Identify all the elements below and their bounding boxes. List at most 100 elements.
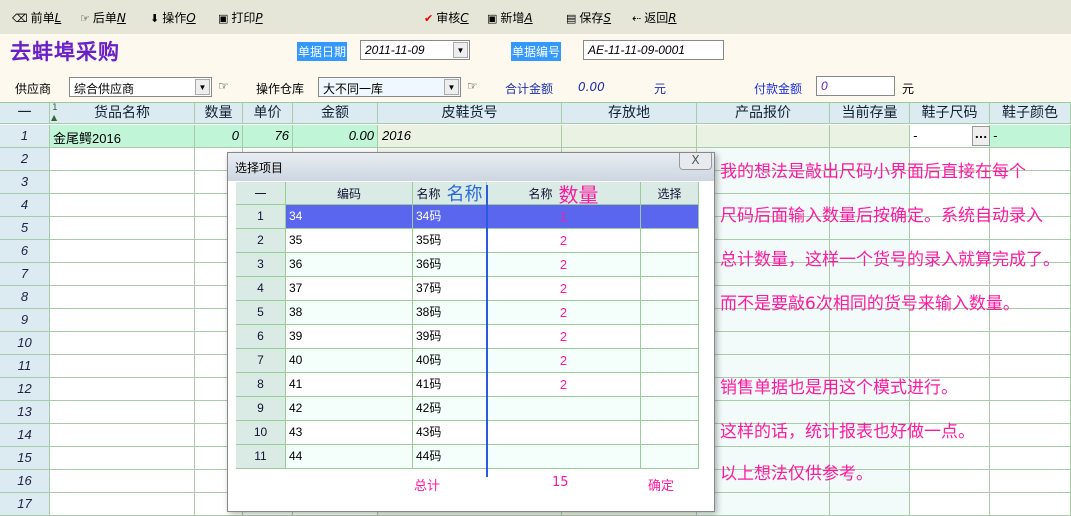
column-header-5[interactable]: 皮鞋货号 <box>378 103 562 124</box>
toolbar-button-print[interactable]: ▣ 打印P <box>218 9 263 26</box>
grid-cell[interactable] <box>50 355 195 378</box>
grid-cell[interactable] <box>910 263 990 286</box>
grid-cell[interactable] <box>697 424 830 447</box>
number-field[interactable]: AE-11-11-09-0001 <box>583 40 724 60</box>
dialog-column-header-2[interactable]: 名称 名称 <box>413 182 487 205</box>
grid-cell[interactable] <box>562 125 697 148</box>
grid-cell[interactable] <box>697 401 830 424</box>
grid-cell[interactable] <box>243 125 293 148</box>
quantity-cell[interactable]: 2 <box>487 325 641 349</box>
column-header-6[interactable]: 存放地 <box>562 103 697 124</box>
grid-cell[interactable] <box>830 286 910 309</box>
hand-pointer-icon[interactable]: ☞ <box>218 79 229 93</box>
grid-cell[interactable] <box>50 309 195 332</box>
grid-cell[interactable] <box>697 355 830 378</box>
grid-cell[interactable] <box>697 493 830 516</box>
grid-cell[interactable] <box>910 286 990 309</box>
grid-cell[interactable] <box>697 240 830 263</box>
grid-cell[interactable] <box>830 424 910 447</box>
grid-cell[interactable] <box>697 378 830 401</box>
confirm-button[interactable]: 确定 <box>648 479 675 494</box>
grid-cell[interactable] <box>293 125 378 148</box>
grid-cell[interactable] <box>910 148 990 171</box>
grid-cell[interactable] <box>50 493 195 516</box>
toolbar-button-new[interactable]: ▣ 新增A <box>487 9 533 26</box>
warehouse-select[interactable]: 大不同一库 ▼ <box>318 77 461 97</box>
grid-cell[interactable] <box>910 355 990 378</box>
grid-cell[interactable] <box>50 447 195 470</box>
grid-cell[interactable] <box>697 171 830 194</box>
dialog-column-header-1[interactable]: 编码 <box>286 182 413 205</box>
grid-cell[interactable] <box>830 470 910 493</box>
column-header-10[interactable]: 鞋子颜色 <box>990 103 1071 124</box>
grid-cell[interactable] <box>910 217 990 240</box>
grid-cell[interactable] <box>910 309 990 332</box>
paid-field[interactable]: 0 <box>816 76 895 96</box>
grid-cell[interactable] <box>50 217 195 240</box>
grid-cell[interactable] <box>990 470 1071 493</box>
column-header-9[interactable]: 鞋子尺码 <box>910 103 990 124</box>
select-checkbox[interactable] <box>641 301 699 325</box>
grid-cell[interactable] <box>50 148 195 171</box>
grid-cell[interactable] <box>830 148 910 171</box>
quantity-cell[interactable]: 2 <box>487 277 641 301</box>
grid-cell[interactable] <box>910 240 990 263</box>
grid-cell[interactable] <box>697 332 830 355</box>
hand-pointer-icon[interactable]: ☞ <box>467 79 478 93</box>
select-checkbox[interactable] <box>641 421 699 445</box>
grid-cell[interactable] <box>830 401 910 424</box>
dialog-column-header-0[interactable]: 一 <box>236 182 286 205</box>
select-checkbox[interactable] <box>641 397 699 421</box>
quantity-cell[interactable] <box>487 421 641 445</box>
column-header-8[interactable]: 当前存量 <box>830 103 910 124</box>
select-checkbox[interactable] <box>641 229 699 253</box>
size-picker-button[interactable]: ... <box>972 126 990 146</box>
close-icon[interactable]: X <box>679 153 712 170</box>
grid-cell[interactable] <box>50 194 195 217</box>
grid-cell[interactable] <box>990 125 1071 148</box>
grid-cell[interactable] <box>830 309 910 332</box>
dialog-column-header-3[interactable]: 名称 数量 <box>487 182 641 207</box>
column-header-4[interactable]: 金额 <box>293 103 378 124</box>
grid-cell[interactable] <box>910 378 990 401</box>
select-checkbox[interactable] <box>641 205 699 229</box>
chevron-down-icon[interactable]: ▼ <box>195 79 210 95</box>
cell-code[interactable]: 2016 <box>382 128 411 143</box>
grid-cell[interactable] <box>697 125 830 148</box>
quantity-cell[interactable]: 2 <box>487 253 641 277</box>
grid-cell[interactable] <box>910 424 990 447</box>
cell-qty[interactable]: 0 <box>231 128 239 143</box>
supplier-select[interactable]: 综合供应商 ▼ <box>69 77 212 97</box>
select-checkbox[interactable] <box>641 277 699 301</box>
grid-cell[interactable] <box>50 286 195 309</box>
select-checkbox[interactable] <box>641 445 699 469</box>
grid-cell[interactable] <box>910 470 990 493</box>
cell-name[interactable]: 金尾鳄2016 <box>53 131 121 146</box>
column-header-7[interactable]: 产品报价 <box>697 103 830 124</box>
grid-cell[interactable] <box>697 217 830 240</box>
dialog-column-header-4[interactable]: 选择 <box>641 182 699 205</box>
grid-cell[interactable] <box>910 447 990 470</box>
cell-color[interactable]: - <box>993 128 998 143</box>
grid-cell[interactable] <box>910 493 990 516</box>
quantity-cell[interactable]: 2 <box>487 229 641 253</box>
cell-size[interactable]: - <box>913 128 918 143</box>
grid-cell[interactable] <box>830 332 910 355</box>
grid-cell[interactable] <box>830 217 910 240</box>
quantity-cell[interactable]: 2 <box>487 373 641 397</box>
grid-cell[interactable] <box>830 240 910 263</box>
grid-cell[interactable] <box>50 470 195 493</box>
grid-cell[interactable] <box>990 424 1071 447</box>
grid-cell[interactable] <box>697 309 830 332</box>
grid-cell[interactable] <box>697 263 830 286</box>
select-checkbox[interactable] <box>641 373 699 397</box>
quantity-cell[interactable]: 1 <box>487 205 641 229</box>
grid-cell[interactable] <box>50 378 195 401</box>
toolbar-button-hand-left[interactable]: ⌫ 前单L <box>12 9 61 26</box>
grid-cell[interactable] <box>697 470 830 493</box>
date-select[interactable]: 2011-11-09 ▼ <box>360 40 470 60</box>
grid-cell[interactable] <box>990 493 1071 516</box>
grid-cell[interactable] <box>990 332 1071 355</box>
grid-cell[interactable] <box>830 194 910 217</box>
grid-cell[interactable] <box>50 240 195 263</box>
